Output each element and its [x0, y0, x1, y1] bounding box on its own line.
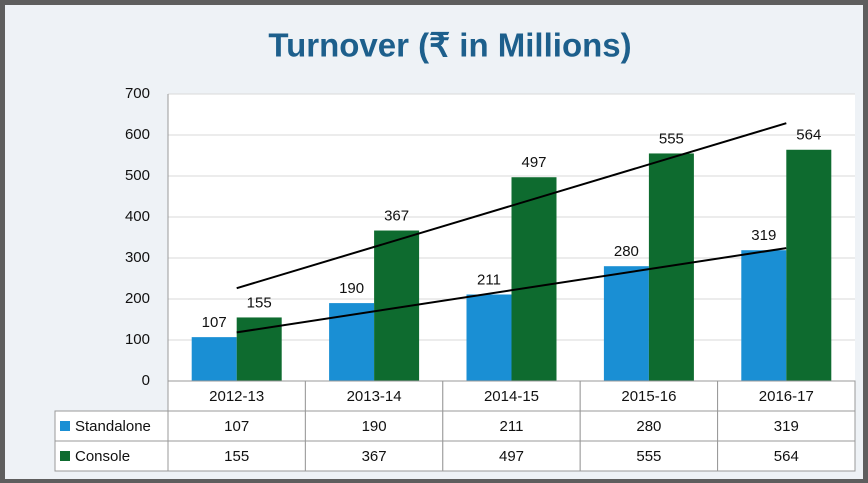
- table-value: 107: [224, 418, 249, 435]
- table-value: 155: [224, 448, 249, 465]
- table-cell: [442, 440, 581, 472]
- data-label: 564: [796, 127, 821, 144]
- table-value: 190: [362, 418, 387, 435]
- chart-title: Turnover (₹ in Millions): [268, 27, 631, 64]
- data-label: 367: [384, 207, 409, 224]
- y-tick-label: 700: [125, 85, 150, 102]
- data-label: 190: [339, 280, 364, 297]
- y-tick-label: 500: [125, 167, 150, 184]
- x-tick-label: 2013-14: [347, 388, 402, 405]
- table-value: 367: [362, 448, 387, 465]
- table-cell: [304, 410, 444, 442]
- data-label: 319: [751, 227, 776, 244]
- y-tick-label: 600: [125, 126, 150, 143]
- table-cell: [167, 410, 306, 442]
- bar: [741, 250, 787, 381]
- table-cell: [54, 440, 169, 472]
- bar: [786, 149, 832, 381]
- table-cell: [717, 410, 856, 442]
- bar: [511, 177, 557, 381]
- table-value: 564: [774, 448, 799, 465]
- table-cell: [579, 380, 719, 412]
- legend-swatch: [60, 451, 70, 461]
- table-cell: [304, 380, 444, 412]
- bar: [466, 294, 512, 381]
- trendline: [236, 247, 787, 334]
- table-cell: [167, 380, 306, 412]
- trendline: [236, 122, 787, 290]
- legend-label: Console: [75, 448, 130, 465]
- x-tick-label: 2016-17: [759, 388, 814, 405]
- bar: [603, 266, 649, 381]
- table-value: 497: [499, 448, 524, 465]
- x-tick-label: 2014-15: [484, 388, 539, 405]
- y-tick-label: 400: [125, 208, 150, 225]
- y-tick-label: 0: [142, 372, 150, 389]
- table-value: 319: [774, 418, 799, 435]
- y-tick-label: 300: [125, 249, 150, 266]
- data-label: 107: [202, 314, 227, 331]
- x-tick-label: 2012-13: [209, 388, 264, 405]
- data-label: 497: [521, 154, 546, 171]
- y-tick-label: 100: [125, 331, 150, 348]
- table-cell: [717, 440, 856, 472]
- table-value: 211: [500, 418, 524, 435]
- y-tick-label: 200: [125, 290, 150, 307]
- data-label: 280: [614, 243, 639, 260]
- x-tick-label: 2015-16: [621, 388, 676, 405]
- legend-label: Standalone: [75, 418, 151, 435]
- bar: [191, 337, 237, 381]
- data-label: 555: [659, 130, 684, 147]
- data-label: 155: [247, 294, 272, 311]
- data-label: 211: [477, 271, 501, 288]
- legend-swatch: [60, 421, 70, 431]
- table-value: 555: [636, 448, 661, 465]
- table-cell: [717, 380, 856, 412]
- table-cell: [54, 410, 169, 442]
- table-value: 280: [636, 418, 661, 435]
